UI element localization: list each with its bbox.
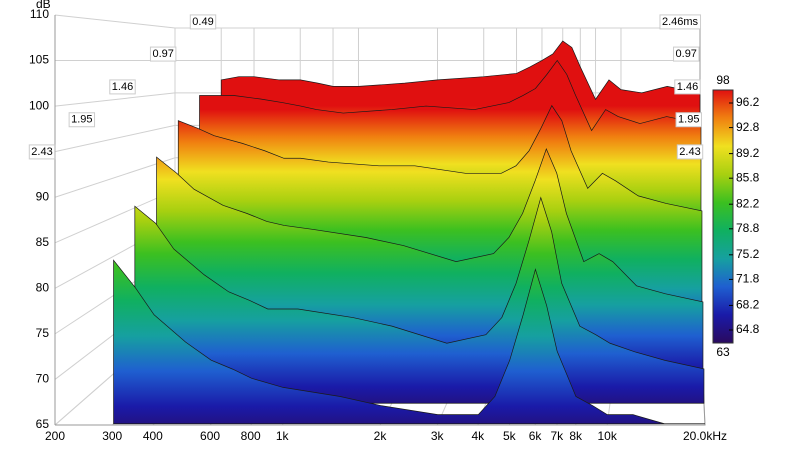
colorbar-tick-label: 92.8 (736, 120, 760, 134)
z-tick-label: 0.97 (676, 48, 697, 60)
colorbar-max-label: 98 (716, 73, 730, 87)
x-tick-label: 600 (200, 429, 220, 443)
y-tick-label: 70 (36, 372, 50, 386)
y-tick-label: 75 (36, 326, 50, 340)
x-tick-label: 300 (102, 429, 122, 443)
x-tick-label: 5k (503, 429, 517, 443)
y-tick-label: 80 (36, 281, 50, 295)
colorbar-tick-label: 75.2 (736, 247, 760, 261)
z-tick-label: 2.43 (31, 146, 52, 158)
colorbar-tick-label: 82.2 (736, 196, 760, 210)
z-tick-label: 1.95 (71, 114, 92, 126)
z-tick-label: 2.43 (679, 146, 700, 158)
x-tick-label: 4k (471, 429, 485, 443)
x-tick-label: 2k (374, 429, 388, 443)
y-tick-label: 100 (29, 98, 49, 112)
x-tick-label: 10k (597, 429, 617, 443)
colorbar-min-label: 63 (716, 345, 730, 359)
x-tick-label: 3k (431, 429, 445, 443)
x-tick-label: 1k (276, 429, 290, 443)
x-tick-label: 7k (550, 429, 564, 443)
y-tick-label: 110 (30, 7, 49, 21)
colorbar-tick-label: 64.8 (736, 322, 760, 336)
z-tick-label: 0.97 (152, 48, 173, 60)
colorbar-tick-label: 78.8 (736, 221, 760, 235)
x-tick-label: 8k (569, 429, 583, 443)
colorbar-tick-label: 85.8 (736, 170, 760, 184)
y-tick-label: 85 (36, 235, 50, 249)
z-tick-label: 0.49 (192, 16, 213, 28)
x-tick-label: 20.0kHz (683, 429, 727, 443)
y-tick-label: 90 (36, 189, 50, 203)
z-tick-label: 1.95 (678, 114, 699, 126)
z-max-label: 2.46ms (662, 16, 699, 28)
colorbar-tick-label: 71.8 (736, 272, 760, 286)
x-tick-label: 6k (529, 429, 543, 443)
x-tick-label: 800 (241, 429, 261, 443)
colorbar-tick-label: 89.2 (736, 146, 760, 160)
z-tick-label: 1.46 (677, 81, 698, 93)
y-tick-label: 105 (29, 53, 49, 67)
x-tick-label: 200 (45, 429, 65, 443)
z-tick-label: 1.46 (112, 81, 133, 93)
x-tick-label: 400 (143, 429, 163, 443)
colorbar-tick-label: 96.2 (736, 95, 760, 109)
colorbar-tick-label: 68.2 (736, 298, 760, 312)
